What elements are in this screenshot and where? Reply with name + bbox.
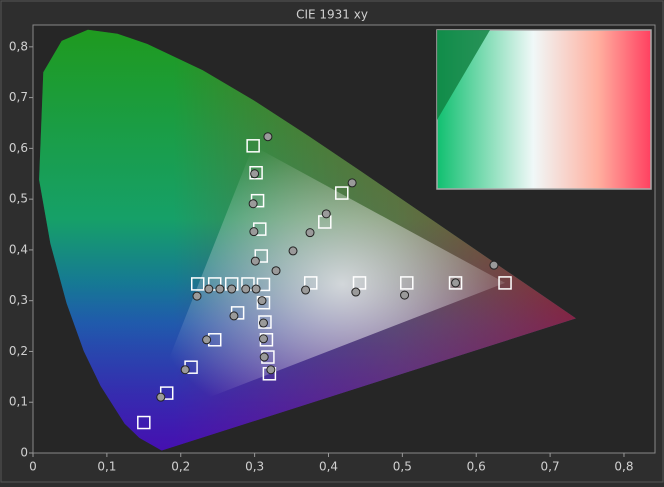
target-square	[246, 139, 260, 153]
target-square	[352, 276, 367, 290]
measured-point	[451, 278, 461, 288]
target-square	[137, 415, 151, 430]
target-square	[304, 276, 318, 290]
gamut-layer	[39, 29, 576, 451]
y-tick-label: 0,4	[9, 242, 28, 256]
target-square	[190, 277, 205, 291]
x-tick-label: 0,8	[614, 460, 633, 474]
target-square	[498, 276, 512, 290]
measured-point	[301, 285, 311, 295]
measured-point	[229, 311, 239, 321]
inset	[436, 29, 652, 190]
x-tick-label: 0,1	[97, 460, 116, 474]
chart-title: CIE 1931 xy	[296, 8, 368, 22]
measured-point	[202, 335, 212, 345]
measured-point	[321, 209, 331, 219]
target-square	[254, 249, 269, 263]
measured-point	[257, 296, 267, 306]
y-tick-label: 0,5	[9, 192, 28, 206]
y-tick-label: 0,7	[9, 90, 28, 104]
measured-point	[250, 169, 260, 179]
measured-point	[215, 284, 225, 294]
x-tick-label: 0,7	[541, 460, 560, 474]
y-tick-label: 0,6	[9, 141, 28, 155]
target-square	[256, 277, 271, 292]
measured-point	[248, 199, 258, 209]
x-tick-label: 0,4	[319, 460, 338, 474]
measured-point	[249, 227, 259, 237]
y-tick-label: 0,8	[9, 39, 28, 53]
x-tick-label: 0,3	[245, 460, 264, 474]
measured-point	[204, 284, 214, 294]
y-tick-label: 0	[20, 446, 28, 460]
target-square	[207, 277, 222, 291]
marks-layer	[137, 132, 512, 430]
y-tick-label: 0,2	[9, 344, 28, 358]
measured-point	[258, 334, 268, 344]
x-tick-label: 0,6	[467, 460, 486, 474]
measured-point	[347, 178, 357, 188]
measured-point	[227, 284, 237, 294]
measured-point	[250, 256, 260, 266]
target-square	[448, 276, 463, 290]
x-tick-label: 0,2	[171, 460, 190, 474]
y-tick-label: 0,1	[9, 395, 28, 409]
target-square	[335, 186, 349, 200]
measured-point	[258, 318, 268, 328]
inset-shade	[437, 30, 490, 120]
gamut-triangle	[143, 145, 506, 423]
measured-point	[266, 365, 276, 375]
measured-point	[241, 284, 251, 294]
measured-point	[263, 132, 273, 142]
measured-point	[192, 291, 202, 301]
measured-point	[156, 392, 166, 402]
measured-point	[489, 260, 499, 270]
target-square	[258, 315, 272, 329]
target-square	[249, 165, 263, 180]
measured-point	[271, 266, 281, 276]
y-tick-label: 0,3	[9, 293, 28, 307]
measured-point	[351, 287, 361, 297]
measured-point	[400, 290, 410, 300]
target-square	[400, 276, 414, 290]
measured-point	[251, 284, 261, 294]
measured-point	[305, 228, 315, 238]
measured-point	[180, 365, 190, 375]
measured-point	[259, 352, 269, 362]
x-tick-label: 0,5	[393, 460, 412, 474]
measured-point	[288, 246, 298, 256]
x-tick-label: 0	[29, 460, 37, 474]
